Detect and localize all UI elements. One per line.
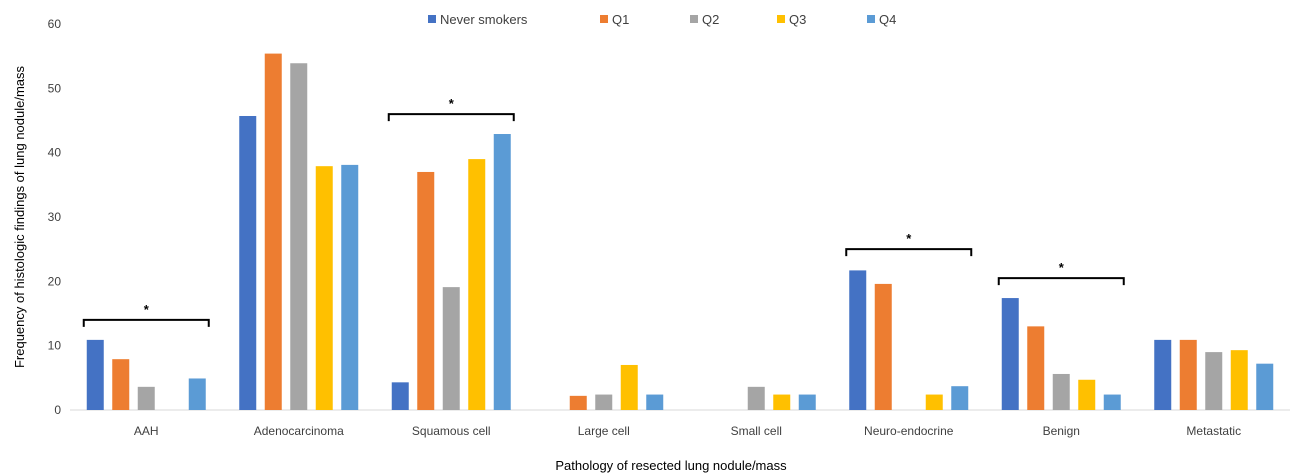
legend-swatch	[428, 15, 436, 23]
significance-bracket	[387, 113, 515, 122]
bar	[468, 159, 486, 410]
bar	[1205, 352, 1223, 410]
legend-swatch	[867, 15, 875, 23]
y-axis-ticks: 0 10 20 30 40 50 60	[48, 17, 62, 417]
bar	[493, 134, 511, 410]
y-tick-label: 10	[48, 339, 62, 353]
y-tick-label: 60	[48, 17, 62, 31]
legend: Never smokers Q1 Q2 Q3 Q4	[428, 12, 896, 27]
bar	[239, 115, 257, 410]
bar	[1001, 298, 1019, 410]
bar	[188, 378, 206, 410]
legend-swatch	[600, 15, 608, 23]
bar	[773, 394, 791, 410]
bar	[417, 171, 435, 410]
bar	[315, 166, 333, 410]
y-tick-label: 20	[48, 274, 62, 288]
bar	[849, 270, 867, 410]
bar	[646, 394, 664, 410]
significance-bracket	[82, 318, 210, 327]
bar	[442, 287, 460, 410]
bar	[341, 164, 359, 410]
y-tick-label: 50	[48, 81, 62, 95]
bar	[595, 394, 613, 410]
legend-label: Q1	[612, 12, 629, 27]
legend-label: Q4	[879, 12, 896, 27]
legend-swatch	[777, 15, 785, 23]
category-label: Benign	[1043, 424, 1080, 438]
category-label: Squamous cell	[412, 424, 491, 438]
bar	[1179, 339, 1197, 410]
bar	[569, 395, 587, 410]
category-label: Large cell	[578, 424, 630, 438]
legend-swatch	[690, 15, 698, 23]
significance-star: *	[1059, 260, 1065, 275]
y-tick-label: 0	[54, 403, 61, 417]
significance-star: *	[144, 302, 150, 317]
significance-brackets: * * * *	[82, 96, 1125, 327]
category-label: Adenocarcinoma	[254, 424, 344, 438]
bar	[1154, 339, 1172, 410]
bar	[112, 359, 130, 410]
category-label: Neuro-endocrine	[864, 424, 954, 438]
bar	[798, 394, 816, 410]
bar	[1052, 373, 1070, 410]
y-tick-label: 40	[48, 146, 62, 160]
bar	[951, 386, 969, 410]
significance-star: *	[449, 96, 455, 111]
bar	[137, 386, 155, 410]
bar	[264, 53, 282, 411]
bar	[1027, 326, 1045, 410]
y-tick-label: 30	[48, 210, 62, 224]
bar	[1230, 350, 1248, 410]
category-label: Small cell	[731, 424, 782, 438]
x-axis-title: Pathology of resected lung nodule/mass	[555, 458, 787, 473]
bar	[391, 382, 409, 410]
category-label: Metastatic	[1186, 424, 1241, 438]
x-axis-categories: AAH Adenocarcinoma Squamous cell Large cell…	[134, 424, 1241, 438]
legend-label: Never smokers	[440, 12, 528, 27]
bar	[874, 283, 892, 410]
bar	[747, 386, 765, 410]
significance-star: *	[906, 231, 912, 246]
bar	[925, 394, 943, 410]
category-label: AAH	[134, 424, 159, 438]
bar	[290, 63, 308, 410]
y-axis-title: Frequency of histologic findings of lung…	[12, 65, 27, 368]
bar	[1078, 379, 1096, 410]
bar	[86, 339, 104, 410]
bar	[1103, 394, 1121, 410]
bar-series-group	[86, 53, 1274, 411]
bar	[620, 364, 638, 410]
bar	[1256, 363, 1274, 410]
legend-label: Q2	[702, 12, 719, 27]
significance-bracket	[997, 277, 1125, 286]
significance-bracket	[845, 248, 973, 257]
legend-label: Q3	[789, 12, 806, 27]
